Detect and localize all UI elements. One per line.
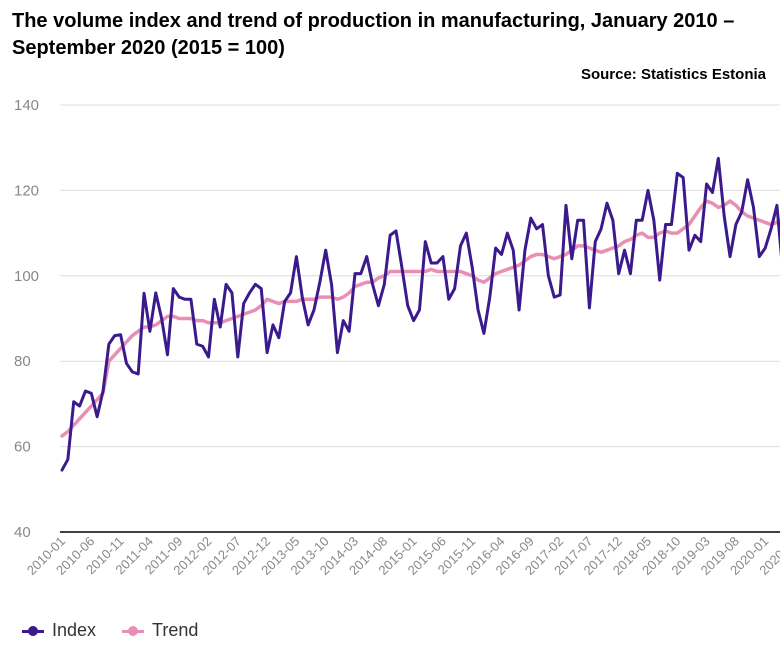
legend-item-index[interactable]: Index [22,620,96,641]
y-tick-label-40: 40 [14,524,31,541]
legend: Index Trend [22,620,224,641]
chart-source: Source: Statistics Estonia [580,66,766,83]
chart-title: The volume index and trend of production… [12,10,735,59]
legend-label-trend: Trend [152,620,199,640]
line-chart: 4060801001201402010-012010-062010-112011… [14,97,780,578]
legend-swatch-index [22,625,44,637]
y-tick-label-120: 120 [14,182,39,199]
y-tick-label-80: 80 [14,353,31,370]
legend-item-trend[interactable]: Trend [122,620,198,641]
y-tick-label-140: 140 [14,97,39,114]
legend-swatch-trend [122,625,145,637]
y-tick-label-100: 100 [14,268,39,285]
series-line-index [60,156,780,472]
y-tick-label-60: 60 [14,439,31,456]
legend-label-index: Index [52,620,97,640]
